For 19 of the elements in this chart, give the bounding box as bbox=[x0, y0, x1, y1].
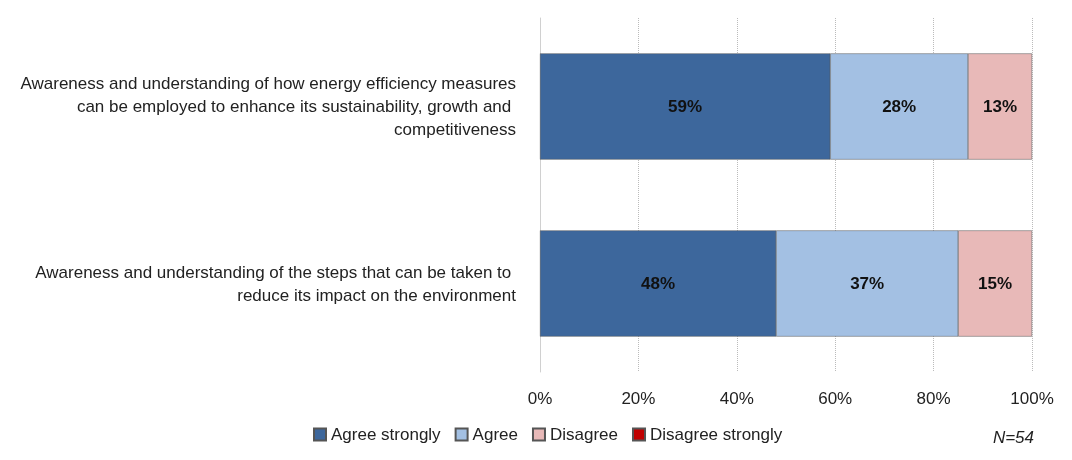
x-tick-label: 60% bbox=[818, 389, 853, 408]
legend-label: Agree bbox=[472, 425, 518, 444]
data-label: 28% bbox=[882, 97, 917, 116]
data-label: 13% bbox=[983, 97, 1018, 116]
data-label: 59% bbox=[668, 97, 703, 116]
x-tick-label: 40% bbox=[719, 389, 754, 408]
legend-label: Disagree bbox=[549, 425, 619, 444]
data-label: 48% bbox=[641, 274, 676, 293]
y-tick-label: Awareness and understanding of how energy efficiency measures can be employed to enhance its sustainability, growth and competitiveness bbox=[20, 74, 516, 139]
data-label: 15% bbox=[978, 274, 1013, 293]
y-tick-label: Awareness and understanding of the steps that can be taken to reduce its impact on the environment bbox=[35, 262, 517, 305]
x-tick-label: 0% bbox=[527, 389, 553, 408]
legend-label: Agree strongly bbox=[331, 425, 442, 444]
x-tick-label: 20% bbox=[621, 389, 656, 408]
legend-label: Disagree strongly bbox=[650, 425, 783, 444]
x-tick-label: 100% bbox=[1010, 389, 1054, 408]
text: N=54 bbox=[992, 428, 1035, 447]
data-label: 37% bbox=[850, 274, 885, 293]
x-tick-label: 80% bbox=[916, 389, 951, 408]
